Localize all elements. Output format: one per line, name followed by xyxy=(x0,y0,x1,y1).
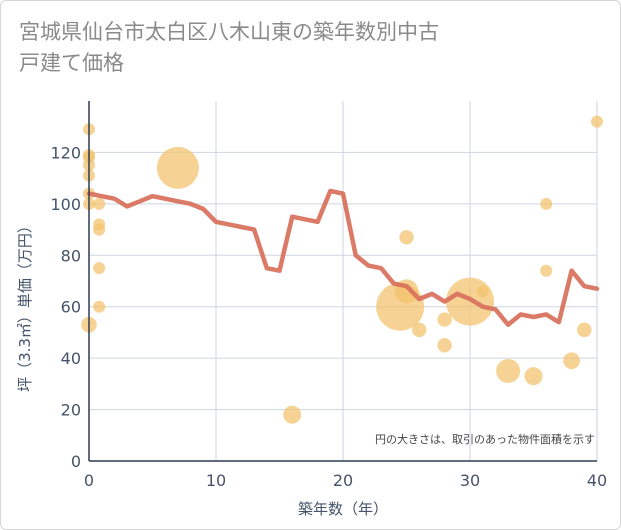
bubble-point xyxy=(156,146,199,189)
x-tick-label: 10 xyxy=(206,471,226,490)
bubble-point xyxy=(437,338,452,353)
bubble-point xyxy=(93,262,106,275)
y-tick-label: 80 xyxy=(61,246,81,265)
trend-line xyxy=(86,188,600,327)
y-tick-label: 20 xyxy=(61,401,81,420)
x-tick-label: 30 xyxy=(460,471,480,490)
bubble-point xyxy=(563,352,580,370)
bubble-point xyxy=(437,312,452,327)
trend-line-series xyxy=(86,188,600,327)
bubble-series xyxy=(81,115,603,424)
x-axis-title: 築年数（年） xyxy=(298,500,388,518)
x-tick-label: 40 xyxy=(587,471,607,490)
bubble-point xyxy=(399,230,414,245)
y-tick-label: 0 xyxy=(71,452,81,471)
bubble-point xyxy=(496,359,521,383)
x-tick-label: 20 xyxy=(333,471,353,490)
bubble-point xyxy=(524,367,543,386)
bubble-point xyxy=(93,223,106,236)
bubble-point xyxy=(93,197,106,210)
bubble-point xyxy=(540,197,553,210)
bubble-point xyxy=(412,322,427,338)
y-tick-label: 100 xyxy=(50,195,81,214)
chart-title: 宮城県仙台市太白区八木山東の築年数別中古戸建て価格 xyxy=(19,20,439,75)
bubble-point xyxy=(591,115,603,128)
size-legend-note: 円の大きさは、取引のあった物件面積を示す xyxy=(375,432,595,446)
bubble-point xyxy=(283,405,302,424)
bubble-point xyxy=(93,300,106,313)
x-tick-label: 0 xyxy=(84,471,94,490)
bubble-point xyxy=(577,322,592,338)
y-tick-label: 60 xyxy=(61,298,81,317)
tick-labels: 0 20 40 60 80 100 120 0 10 20 30 40 xyxy=(50,143,607,490)
axes xyxy=(88,101,597,462)
bubble-point xyxy=(476,285,489,298)
y-tick-label: 40 xyxy=(61,349,81,368)
y-tick-label: 120 xyxy=(50,143,81,162)
y-axis-title: 坪（3.3㎡）単価（万円） xyxy=(16,218,34,392)
bubble-point xyxy=(540,264,553,277)
